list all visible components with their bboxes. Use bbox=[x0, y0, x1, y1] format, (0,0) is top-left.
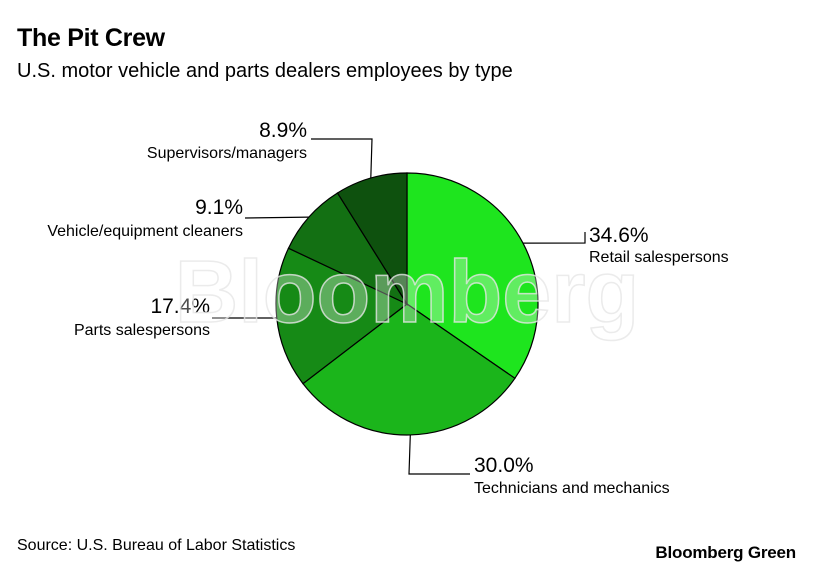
slice-value-label-2: 17.4% bbox=[150, 295, 210, 318]
leader-line-1 bbox=[408, 434, 470, 475]
leader-line-4 bbox=[311, 138, 373, 179]
pie-slice-2 bbox=[275, 247, 409, 385]
slice-labels: 34.6% Retail salespersons 30.0% Technicians… bbox=[47, 119, 728, 497]
slice-category-label-0: Retail salespersons bbox=[589, 249, 729, 266]
leader-line-3 bbox=[244, 216, 310, 219]
source-note: Source: U.S. Bureau of Labor Statistics bbox=[17, 537, 296, 554]
pie-slices bbox=[275, 172, 539, 436]
slice-value-label-3: 9.1% bbox=[195, 196, 243, 219]
slice-category-label-1: Technicians and mechanics bbox=[474, 480, 670, 497]
chart-title: The Pit Crew bbox=[17, 24, 165, 52]
slice-category-label-3: Vehicle/equipment cleaners bbox=[47, 223, 243, 240]
leader-lines bbox=[212, 138, 586, 475]
slice-value-label-4: 8.9% bbox=[259, 119, 307, 142]
pie-slice-1 bbox=[302, 303, 516, 436]
brand-logo: Bloomberg Green bbox=[655, 543, 796, 562]
pie-slice-0 bbox=[406, 172, 539, 380]
slice-value-label-0: 34.6% bbox=[589, 224, 649, 247]
bloomberg-watermark: Bloomberg bbox=[175, 242, 639, 341]
slice-category-label-4: Supervisors/managers bbox=[147, 145, 307, 162]
chart-subtitle: U.S. motor vehicle and parts dealers emp… bbox=[17, 60, 513, 82]
slice-category-label-2: Parts salespersons bbox=[74, 322, 210, 339]
slice-value-label-1: 30.0% bbox=[474, 454, 534, 477]
leader-line-0 bbox=[522, 232, 586, 244]
